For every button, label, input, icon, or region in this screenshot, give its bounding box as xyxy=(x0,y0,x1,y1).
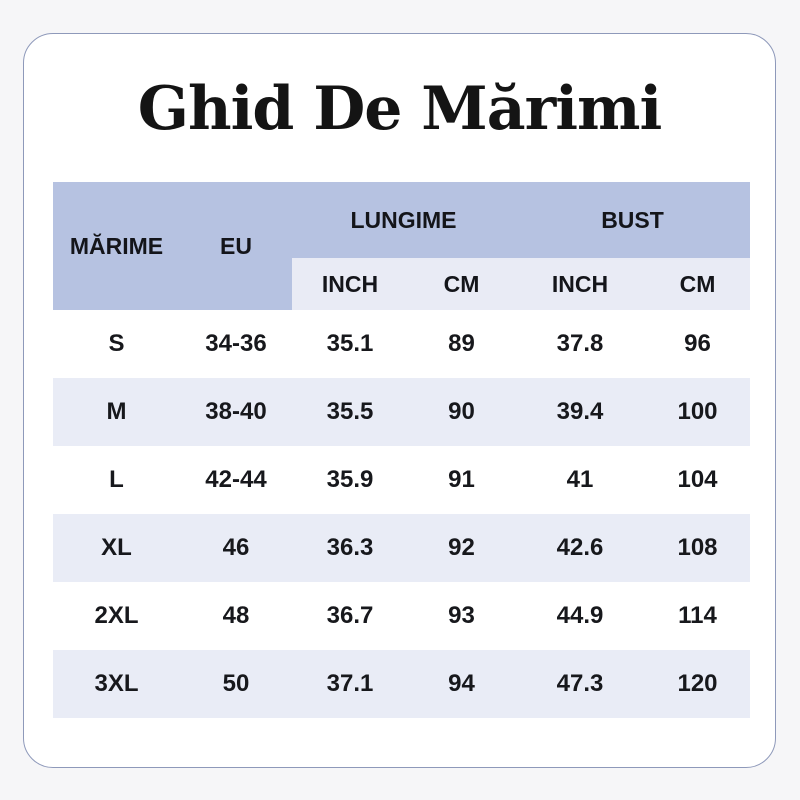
value-cell: 39.4 xyxy=(556,398,604,425)
value-cell: 42.6 xyxy=(556,534,604,561)
subheader-lungime-cm: CM xyxy=(408,258,515,310)
size-cell: 3XL xyxy=(94,670,139,697)
column-header-lungime: LUNGIME xyxy=(292,182,515,258)
value-cell: 36.7 xyxy=(326,602,374,629)
subheader-bust-inch: INCH xyxy=(515,258,645,310)
column-header-marime: MĂRIME xyxy=(53,182,180,310)
value-cell: 50 xyxy=(222,670,250,697)
value-cell: 38-40 xyxy=(205,398,267,425)
value-cell: 120 xyxy=(677,670,718,697)
value-cell: 92 xyxy=(448,534,475,561)
value-cell: 37.8 xyxy=(556,330,604,357)
value-cell: 91 xyxy=(448,466,475,493)
value-cell: 47.3 xyxy=(556,670,604,697)
value-cell: 96 xyxy=(684,330,711,357)
value-cell: 42-44 xyxy=(205,466,267,493)
value-cell: 93 xyxy=(448,602,475,629)
value-cell: 34-36 xyxy=(205,330,267,357)
column-header-bust: BUST xyxy=(515,182,750,258)
value-cell: 44.9 xyxy=(556,602,604,629)
value-cell: 35.9 xyxy=(326,466,374,493)
size-cell: M xyxy=(106,398,127,425)
value-cell: 114 xyxy=(678,602,717,629)
size-cell: L xyxy=(109,466,124,493)
value-cell: 94 xyxy=(448,670,475,697)
table-row-l: L 42-44 35.9 91 41 104 xyxy=(53,446,750,514)
value-cell: 35.5 xyxy=(326,398,374,425)
value-cell: 90 xyxy=(448,398,475,425)
table-row-3xl: 3XL 50 37.1 94 47.3 120 xyxy=(53,650,750,718)
value-cell: 37.1 xyxy=(326,670,374,697)
value-cell: 36.3 xyxy=(326,534,374,561)
size-cell: S xyxy=(108,330,125,357)
value-cell: 48 xyxy=(222,602,250,629)
table-row-s: S 34-36 35.1 89 37.8 96 xyxy=(53,310,750,378)
table-row-2xl: 2XL 48 36.7 93 44.9 114 xyxy=(53,582,750,650)
size-cell: XL xyxy=(101,534,132,561)
value-cell: 35.1 xyxy=(326,330,374,357)
table-row-xl: XL 46 36.3 92 42.6 108 xyxy=(53,514,750,582)
subheader-lungime-inch: INCH xyxy=(292,258,408,310)
value-cell: 100 xyxy=(677,398,718,425)
subheader-bust-cm: CM xyxy=(645,258,750,310)
size-guide-card: Ghid De Mărimi MĂRIME EU LUNGIME BUST IN… xyxy=(23,33,776,768)
header-row-units: INCH CM INCH CM xyxy=(53,258,750,310)
value-cell: 89 xyxy=(448,330,475,357)
value-cell: 104 xyxy=(677,466,718,493)
header-row-groups: MĂRIME EU LUNGIME BUST xyxy=(53,182,750,310)
value-cell: 46 xyxy=(222,534,250,561)
page-title: Ghid De Mărimi xyxy=(137,74,663,144)
table-row-m: M 38-40 35.5 90 39.4 100 xyxy=(53,378,750,446)
column-header-eu: EU xyxy=(180,182,292,310)
value-cell: 41 xyxy=(566,466,594,493)
size-cell: 2XL xyxy=(94,602,139,629)
value-cell: 108 xyxy=(677,534,718,561)
size-guide-table: MĂRIME EU LUNGIME BUST INCH CM INCH CM S… xyxy=(53,182,750,718)
